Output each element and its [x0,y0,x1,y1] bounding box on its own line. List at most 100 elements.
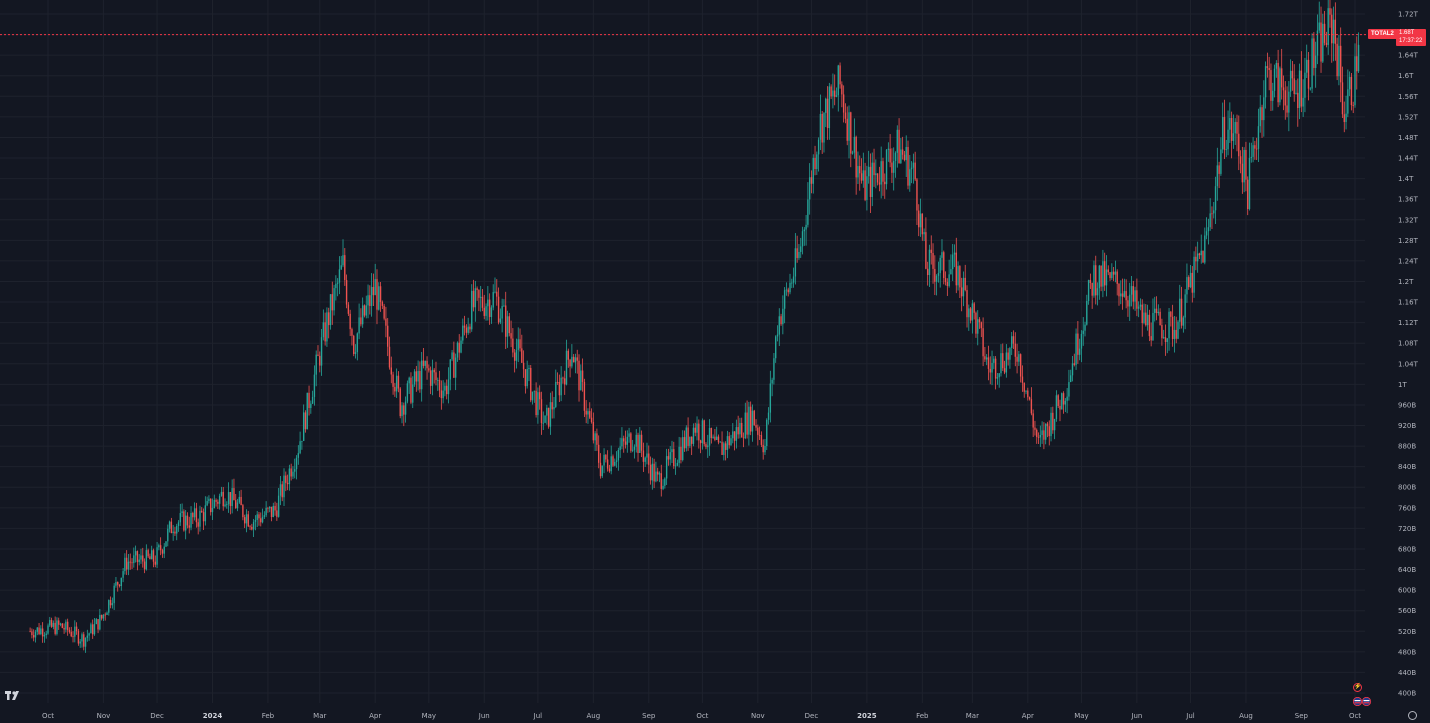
x-tick-label: Jul [533,712,543,720]
candle-body [1200,250,1202,256]
candle-body [131,562,133,564]
candle-body [884,181,886,185]
flash-event-icon[interactable]: ⚡ [1353,683,1362,692]
candle-body [93,624,96,635]
candle-body [726,436,729,450]
candle-body [680,446,682,460]
candle-body [77,631,80,644]
candle-body [1123,291,1126,297]
candle-body [596,433,598,445]
candle-body [748,406,750,435]
candle-body [125,557,128,570]
candle-body [344,255,346,281]
candle-body [100,614,103,619]
candle-body [935,275,938,282]
candle-body [208,498,210,502]
candle-body [1077,333,1079,355]
candle-body [91,624,94,635]
time-axis[interactable]: Oct Nov Dec 2024 Feb Mar Apr May Jun Jul Aug Sep Oct… [42,712,1361,720]
candle-body [851,152,854,154]
candle-body [429,370,432,386]
candle-body [1011,336,1013,348]
candle-body [1141,304,1143,324]
candle-body [901,149,904,155]
candle-body [36,627,38,632]
candle-body [506,316,509,337]
candle-body [805,224,807,230]
candle-body [1277,63,1279,103]
candle-body [451,352,453,360]
candle-body [1003,368,1006,373]
candle-body [776,334,779,337]
candle-body [1298,70,1301,109]
y-tick-label: 1.04T [1398,360,1419,368]
candle-body [1191,272,1193,293]
candle-body [1252,145,1254,157]
y-tick-label: 1.36T [1398,196,1419,204]
candle-body [744,412,747,439]
candle-body [347,304,350,314]
candle-body [599,462,602,477]
gear-icon[interactable] [1408,711,1417,720]
candle-body [32,635,35,638]
flag-event-icon[interactable] [1353,697,1372,706]
y-tick-label: 1.44T [1398,155,1419,163]
candle-body [1205,231,1208,236]
candle-body [955,252,957,286]
candle-body [952,254,954,270]
candle-body [1046,423,1049,427]
candle-body [415,371,418,382]
candle-body [1343,114,1345,123]
candle-body [1259,107,1261,127]
candle-body [437,379,439,381]
candle-body [412,384,414,403]
candle-body [889,148,891,163]
candle-body [1111,271,1113,279]
candle-body [183,511,185,531]
candle-body [914,162,916,180]
candle-body [1313,38,1315,68]
tradingview-logo-icon[interactable] [5,691,22,701]
price-axis[interactable]: 1.72T 1.68T 1.64T 1.6T 1.56T 1.52T 1.48T 1.44T 1… [1398,11,1419,698]
candle-body [336,282,339,284]
candle-body [758,434,761,436]
x-tick-label: Aug [1239,712,1253,720]
candle-body [601,465,603,477]
candle-body [789,282,791,293]
candle-body [1168,311,1170,339]
candle-body [1109,272,1111,279]
candle-body [737,427,739,435]
candle-body [270,506,273,517]
candle-body [515,349,518,361]
candle-body [1295,92,1297,94]
candle-body [814,157,816,170]
candle-body [481,296,484,308]
candle-body [31,631,33,636]
candle-body [948,274,950,286]
candle-body [876,173,879,183]
candle-body [181,511,183,514]
candle-body [240,496,242,506]
candle-body [939,257,941,274]
candle-body [859,166,861,174]
y-tick-label: 400B [1398,690,1416,698]
candle-body [311,396,314,404]
candle-body [1073,363,1075,365]
candle-body [1336,43,1338,77]
candle-body [699,440,702,444]
candle-body [871,162,873,198]
candle-body [41,628,44,637]
candle-body [962,277,965,297]
candle-body [465,327,468,333]
candle-body [151,550,153,560]
candle-body [361,305,364,325]
candle-body [370,286,373,306]
candle-body [1021,376,1024,383]
candle-body [251,526,253,530]
candle-body [826,98,829,129]
candle-body [689,436,691,446]
candle-body [839,65,841,85]
candle-body [993,358,995,363]
candle-body [242,505,244,518]
